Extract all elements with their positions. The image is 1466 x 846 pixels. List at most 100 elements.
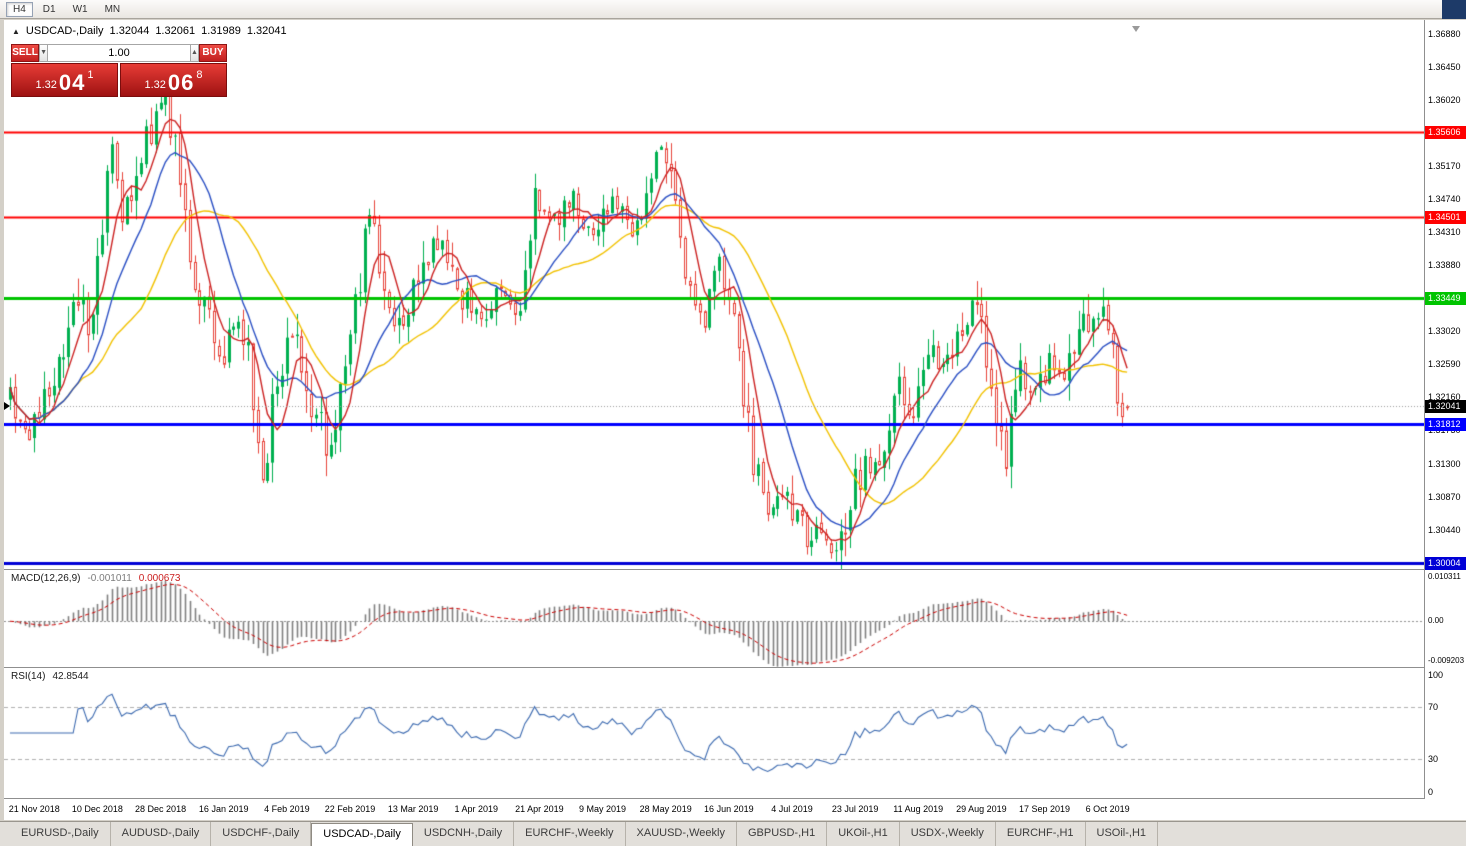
one-click-trading-panel: SELL ▼ ▲ BUY 1.32 04 1 1.32 06 8 [11,44,227,97]
time-axis-label: 21 Apr 2019 [515,804,564,814]
chart-title: USDCAD-,Daily [25,25,104,37]
rsi-indicator-label: RSI(14) 42.8544 [11,671,89,682]
chart-tab-usdcad-daily[interactable]: USDCAD-,Daily [311,823,413,846]
time-axis-label: 16 Jan 2019 [198,804,249,814]
buy-price-pip: 8 [196,68,203,81]
ohlc-low: 1.31989 [201,25,241,37]
price-tick-label: 1.30870 [1428,492,1461,502]
timeframe-button-w1[interactable]: W1 [72,3,88,15]
price-tick-label: 1.36880 [1428,29,1461,39]
level-price-label: 1.31812 [1425,418,1466,431]
price-scale-separator [1424,20,1425,799]
macd-scale-label: 0.010311 [1428,572,1461,581]
timeframe-button-mn[interactable]: MN [104,3,121,15]
sell-price-prefix: 1.32 [35,79,57,91]
macd-indicator-label: MACD(12,26,9) -0.001011 0.000673 [11,573,180,584]
spinner-up-icon: ▲ [191,49,198,56]
time-axis-label: 13 Mar 2019 [387,804,439,814]
price-tick-label: 1.32590 [1428,359,1461,369]
price-tick-label: 1.33880 [1428,260,1461,270]
timeframe-button-h4[interactable]: H4 [6,1,33,17]
price-tick-label: 1.30440 [1428,525,1461,535]
macd-value: -0.001011 [87,573,132,584]
chart-ohlc-header: ▲ USDCAD-,Daily 1.32044 1.32061 1.31989 … [12,25,287,37]
level-price-label: 1.30004 [1425,557,1466,570]
time-axis-label: 23 Jul 2019 [831,804,879,814]
scroll-to-end-marker-icon[interactable] [1132,26,1140,32]
bid-price-arrow-icon [4,402,10,410]
chart-window: 1.36880 1.36450 1.36020 1.35170 1.34740 1.343… [4,20,1466,820]
ohlc-close: 1.32041 [246,25,287,37]
chart-tab-gbpusd-h1[interactable]: GBPUSD-,H1 [737,822,828,846]
price-tick-label: 1.34740 [1428,194,1461,204]
price-scale[interactable]: 1.36880 1.36450 1.36020 1.35170 1.34740 1.343… [1425,20,1466,799]
time-axis-label: 21 Nov 2018 [8,804,60,814]
sell-button[interactable]: SELL [11,44,40,62]
time-axis-label: 28 Dec 2018 [135,804,187,814]
rsi-scale-label: 100 [1428,670,1444,680]
chart-tab-xauusd-weekly[interactable]: XAUUSD-,Weekly [626,822,737,846]
chart-tab-eurchf-h1[interactable]: EURCHF-,H1 [996,822,1086,846]
timeframe-button-d1[interactable]: D1 [42,3,56,15]
sell-price-box[interactable]: 1.32 04 1 [11,63,118,97]
rsi-name: RSI(14) [11,671,46,682]
volume-increase-button[interactable]: ▲ [190,44,199,62]
chart-tab-usdchf-daily[interactable]: USDCHF-,Daily [211,822,312,846]
price-tick-label: 1.35170 [1428,161,1461,171]
chart-tab-bar: EURUSD-,Daily AUDUSD-,Daily USDCHF-,Daily U… [0,821,1466,846]
chart-tab-usdcnh-daily[interactable]: USDCNH-,Daily [413,822,515,846]
time-axis-label: 1 Apr 2019 [454,804,499,814]
macd-indicator-canvas[interactable] [4,570,1424,667]
spinner-down-icon: ▼ [40,49,47,56]
time-axis-label: 22 Feb 2019 [324,804,376,814]
price-tick-label: 1.31300 [1428,459,1461,469]
level-price-label: 1.35606 [1425,126,1466,139]
time-axis-label: 4 Feb 2019 [264,804,310,814]
time-axis-label: 11 Aug 2019 [893,804,944,814]
price-tick-label: 1.33020 [1428,326,1461,336]
price-tick-label: 1.36450 [1428,62,1461,72]
rsi-indicator-canvas[interactable] [4,668,1424,798]
chart-tab-eurusd-daily[interactable]: EURUSD-,Daily [10,822,111,846]
time-axis-label: 4 Jul 2019 [771,804,813,814]
rsi-scale-label: 0 [1428,787,1434,797]
time-axis-label: 28 May 2019 [639,804,692,814]
time-axis-label: 29 Aug 2019 [956,804,1007,814]
buy-price-big: 06 [167,70,195,95]
ohlc-high: 1.32061 [155,25,196,37]
chart-tab-eurchf-weekly[interactable]: EURCHF-,Weekly [514,822,626,846]
rsi-value: 42.8544 [52,671,89,682]
macd-scale-label: -0.009203 [1428,656,1465,665]
macd-name: MACD(12,26,9) [11,573,81,584]
ohlc-open: 1.32044 [109,25,150,37]
level-price-label: 1.33449 [1425,292,1466,305]
volume-input[interactable] [48,44,190,62]
rsi-scale-label: 70 [1428,702,1439,712]
buy-price-box[interactable]: 1.32 06 8 [120,63,227,97]
chart-tab-usdx-weekly[interactable]: USDX-,Weekly [900,822,996,846]
time-axis[interactable]: 21 Nov 2018 10 Dec 2018 28 Dec 2018 16 Jan … [4,799,1424,820]
macd-signal-value: 0.000673 [138,573,181,584]
window-corner-decoration [1442,0,1466,19]
time-axis-label: 17 Sep 2019 [1019,804,1071,814]
volume-decrease-button[interactable]: ▼ [39,44,48,62]
rsi-panel-splitter[interactable] [4,667,1466,668]
price-tick-label: 1.36020 [1428,95,1461,105]
time-axis-label: 6 Oct 2019 [1085,804,1130,814]
chart-tab-usoil-h1[interactable]: USOil-,H1 [1086,822,1159,846]
buy-button[interactable]: BUY [198,44,227,62]
time-axis-separator [4,798,1466,799]
time-axis-label: 16 Jun 2019 [704,804,754,814]
macd-panel-splitter[interactable] [4,569,1466,570]
macd-scale-label: 0.00 [1428,616,1444,625]
current-price-label: 1.32041 [1425,400,1466,413]
chart-tab-ukoil-h1[interactable]: UKOil-,H1 [827,822,900,846]
price-chart-canvas[interactable] [4,20,1424,569]
price-tick-label: 1.34310 [1428,227,1461,237]
price-tick-label: 1.32160 [1428,392,1461,402]
one-click-trading-collapse-icon[interactable]: ▲ [12,26,20,36]
chart-tab-audusd-daily[interactable]: AUDUSD-,Daily [111,822,212,846]
rsi-scale-label: 30 [1428,754,1439,764]
buy-price-prefix: 1.32 [144,79,166,91]
